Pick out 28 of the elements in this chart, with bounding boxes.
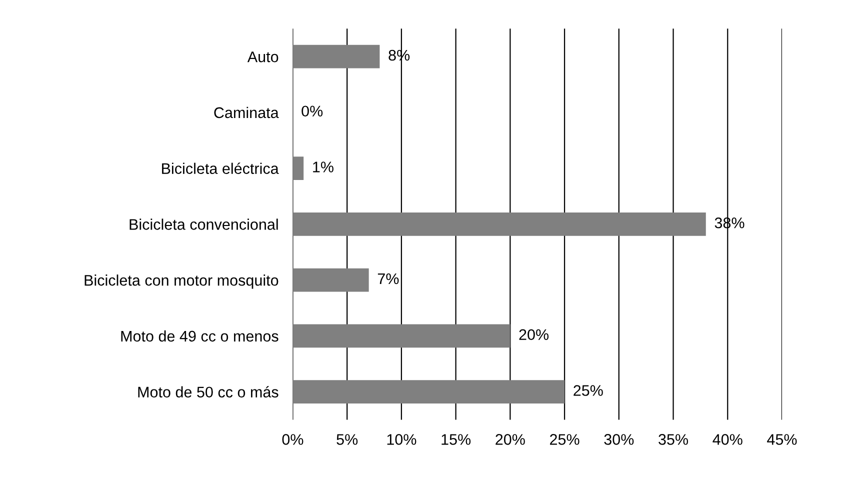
- bar: [292, 268, 369, 292]
- x-tick-label: 40%: [712, 434, 742, 445]
- bar: [292, 380, 565, 404]
- x-tick-label: 0%: [282, 434, 304, 445]
- data-label: 0%: [302, 106, 323, 117]
- bar: [292, 212, 706, 236]
- y-tick-label: Bicicleta eléctrica: [162, 162, 279, 174]
- data-label: 20%: [519, 329, 549, 340]
- x-tick-label: 35%: [658, 434, 688, 445]
- data-label: 1%: [313, 162, 334, 172]
- data-label: 25%: [574, 385, 603, 396]
- x-tick-label: 30%: [604, 434, 634, 445]
- bar: [292, 44, 380, 68]
- x-tick-label: 5%: [336, 434, 358, 445]
- y-tick-label: Bicicleta con motor mosquito: [84, 274, 278, 289]
- x-tick-label: 15%: [442, 434, 471, 445]
- y-tick-label: Auto: [247, 52, 278, 62]
- x-tick-label: 20%: [496, 434, 525, 445]
- bar: [292, 156, 304, 180]
- x-tick-label: 25%: [550, 434, 580, 445]
- y-tick-label: Moto de 50 cc o más: [138, 386, 278, 398]
- y-tick-label: Bicicleta convencional: [130, 218, 278, 230]
- data-label: 7%: [378, 273, 399, 284]
- bar: [292, 324, 510, 348]
- x-tick-label: 10%: [387, 434, 416, 445]
- x-tick-label: 45%: [767, 434, 797, 445]
- y-tick-label: Caminata: [214, 106, 279, 118]
- y-tick-label: Moto de 49 cc o menos: [121, 330, 278, 342]
